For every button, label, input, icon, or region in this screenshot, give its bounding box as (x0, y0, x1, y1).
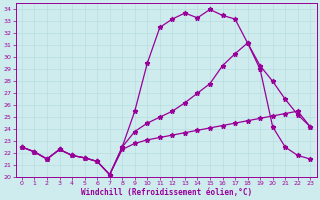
X-axis label: Windchill (Refroidissement éolien,°C): Windchill (Refroidissement éolien,°C) (81, 188, 252, 197)
